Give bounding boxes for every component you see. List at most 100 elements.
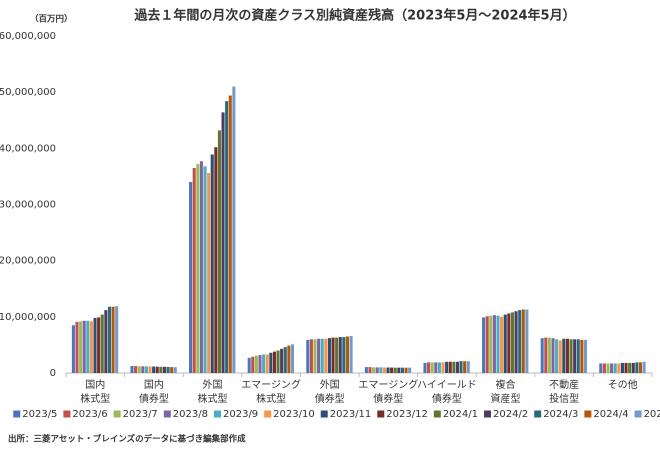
bar (613, 363, 617, 373)
bar (141, 366, 145, 373)
bar (214, 147, 218, 373)
x-tick-label: 不動産 (549, 378, 579, 391)
bar (320, 338, 324, 373)
bar (148, 366, 152, 373)
legend-swatch (264, 410, 272, 418)
y-tick-label: 60,000,000 (0, 31, 56, 42)
bar (510, 312, 514, 373)
y-tick-label: 20,000,000 (0, 256, 56, 267)
bar (217, 130, 221, 373)
bar (631, 362, 635, 373)
bar (97, 317, 101, 373)
bar (338, 337, 342, 373)
bar (427, 362, 431, 373)
bar (379, 367, 383, 373)
bar (610, 363, 614, 373)
x-tick-label: 投信型 (549, 392, 579, 405)
bar (386, 367, 390, 373)
x-tick-label: 債券型 (315, 392, 345, 405)
bar (492, 315, 496, 373)
legend-label: 2024/2 (493, 409, 528, 420)
bar (642, 361, 646, 373)
bar (599, 363, 603, 373)
bar (635, 362, 639, 373)
bar (345, 336, 349, 373)
bar (86, 320, 90, 373)
y-tick-label: 10,000,000 (0, 312, 56, 323)
legend-swatch (320, 410, 328, 418)
source: 出所：三菱アセット・ブレインズのデータに基づき編集部作成 (8, 434, 246, 445)
bar (254, 355, 258, 373)
bar (317, 338, 321, 373)
legend-swatch (534, 410, 542, 418)
bar (173, 367, 177, 373)
bar (228, 95, 232, 373)
x-tick-label: 複合 (496, 378, 516, 391)
bar (162, 366, 166, 373)
bar (327, 338, 331, 373)
bar (290, 344, 294, 373)
legend-swatch (433, 410, 441, 418)
y-tick-label: 0 (50, 368, 56, 379)
bar (437, 362, 441, 373)
bar (558, 340, 562, 373)
bar (408, 367, 412, 373)
legend-swatch (377, 410, 385, 418)
bar (503, 314, 507, 373)
bar (199, 161, 203, 373)
bar (137, 366, 141, 373)
legend-label: 2023/6 (72, 409, 107, 420)
bar (397, 367, 401, 373)
chart-title: 過去１年間の月次の資産クラス別純資産残高（2023年5月～2024年5月） (133, 8, 575, 24)
bar (459, 361, 463, 373)
bar (569, 339, 573, 373)
legend-label: 2024/4 (593, 409, 628, 420)
bar (463, 361, 467, 373)
bar (192, 167, 196, 373)
bar (349, 335, 353, 373)
bar (335, 337, 339, 373)
bar (364, 367, 368, 373)
bar (434, 362, 438, 373)
bar (265, 354, 269, 373)
bar (375, 367, 379, 373)
bar (620, 362, 624, 373)
bar (280, 348, 284, 373)
bar (540, 338, 544, 373)
legend-label: 2023/7 (123, 409, 158, 420)
bar (573, 339, 577, 373)
bar (393, 367, 397, 373)
bar (93, 317, 97, 373)
legend-swatch (163, 410, 171, 418)
bar (576, 339, 580, 373)
bar (276, 350, 280, 373)
y-tick-label: 50,000,000 (0, 87, 56, 98)
bar (342, 337, 346, 373)
legend-label: 2023/8 (173, 409, 208, 420)
bar (89, 321, 93, 373)
bar (324, 338, 328, 373)
x-tick-label: 債券型 (139, 392, 169, 405)
bar (152, 366, 156, 373)
bar (207, 173, 211, 373)
bar (232, 86, 236, 374)
x-tick-label: 資産型 (491, 392, 521, 405)
bar (583, 339, 587, 373)
bar (485, 316, 489, 373)
x-tick-label: エマージング (241, 378, 301, 391)
bar (400, 367, 404, 373)
bar (521, 309, 525, 373)
legend-label: 2024/1 (443, 409, 478, 420)
bar (166, 366, 170, 373)
x-tick-label: 外国 (320, 379, 340, 391)
legend-swatch (13, 410, 21, 418)
bar (258, 355, 262, 373)
legend-label: 2023/9 (223, 409, 258, 420)
bar (196, 164, 200, 373)
bar (372, 367, 376, 373)
bar (448, 361, 452, 373)
bar (382, 367, 386, 373)
bar (544, 337, 548, 373)
bar (580, 339, 584, 373)
